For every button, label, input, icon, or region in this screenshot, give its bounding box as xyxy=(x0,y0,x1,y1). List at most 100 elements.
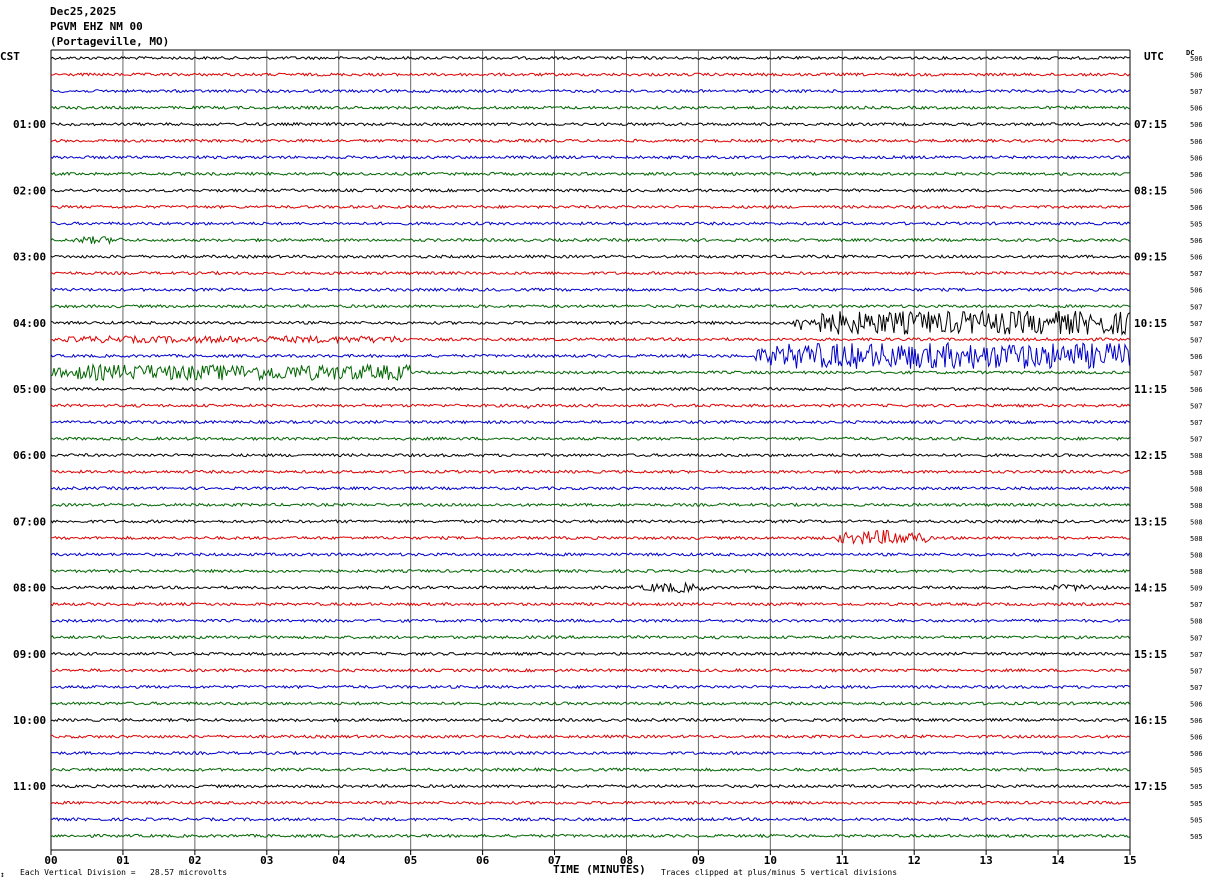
dc-offset-label: 506 xyxy=(1190,734,1203,742)
clip-note: Traces clipped at plus/minus 5 vertical … xyxy=(661,868,898,877)
trace-line-19 xyxy=(50,363,1130,382)
trace-line-15 xyxy=(50,303,1130,309)
x-tick-label: 02 xyxy=(188,854,201,867)
trace-line-26 xyxy=(50,485,1130,491)
trace-line-14 xyxy=(50,287,1130,293)
utc-hour-label: 12:15 xyxy=(1134,449,1167,462)
cst-hour-label: 04:00 xyxy=(13,317,46,330)
dc-offset-label: 507 xyxy=(1190,601,1203,609)
dc-offset-label: 508 xyxy=(1190,618,1203,626)
trace-line-24 xyxy=(50,452,1130,458)
trace-line-11 xyxy=(50,235,1130,246)
dc-offset-label: 505 xyxy=(1190,833,1203,841)
dc-offset-label: 507 xyxy=(1190,651,1203,659)
trace-line-47 xyxy=(50,833,1130,839)
dc-offset-label: 507 xyxy=(1190,369,1203,377)
header-date: Dec25,2025 xyxy=(50,5,117,18)
x-tick-label: 11 xyxy=(836,854,850,867)
cst-hour-label: 05:00 xyxy=(13,383,46,396)
x-tick-label: 00 xyxy=(44,854,57,867)
trace-line-31 xyxy=(50,568,1130,574)
x-tick-label: 08 xyxy=(620,854,633,867)
utc-hour-label: 08:15 xyxy=(1134,184,1167,197)
cst-hour-label: 11:00 xyxy=(13,780,46,793)
dc-offset-label: 507 xyxy=(1190,270,1203,278)
utc-hour-label: 07:15 xyxy=(1134,118,1167,131)
trace-line-3 xyxy=(50,105,1130,110)
dc-offset-label: 508 xyxy=(1190,552,1203,560)
dc-offset-label: 508 xyxy=(1190,535,1203,543)
trace-line-20 xyxy=(50,386,1130,392)
dc-offset-label: 506 xyxy=(1190,204,1203,212)
x-tick-label: 04 xyxy=(332,854,346,867)
trace-line-13 xyxy=(50,270,1130,276)
trace-line-22 xyxy=(50,419,1130,425)
dc-offset-label: 507 xyxy=(1190,419,1203,427)
dc-offset-label: 506 xyxy=(1190,105,1203,113)
dc-offset-label: 506 xyxy=(1190,187,1203,195)
dc-offset-label: 506 xyxy=(1190,287,1203,295)
dc-offset-label: 505 xyxy=(1190,800,1203,808)
trace-line-0 xyxy=(50,55,1130,61)
dc-offset-label: 508 xyxy=(1190,502,1203,510)
trace-line-2 xyxy=(50,88,1130,94)
dc-offset-label: 506 xyxy=(1190,138,1203,146)
dc-offset-label: 506 xyxy=(1190,717,1203,725)
x-axis-label: TIME (MINUTES) xyxy=(553,863,646,876)
trace-line-10 xyxy=(50,221,1130,226)
dc-offset-label: 508 xyxy=(1190,452,1203,460)
dc-offset-label: 506 xyxy=(1190,72,1203,80)
trace-line-43 xyxy=(50,767,1130,773)
dc-offset-label: 508 xyxy=(1190,485,1203,493)
x-tick-label: 14 xyxy=(1051,854,1065,867)
dc-offset-label: 508 xyxy=(1190,518,1203,526)
cst-hour-label: 01:00 xyxy=(13,118,46,131)
x-tick-label: 13 xyxy=(980,854,993,867)
utc-hour-label: 11:15 xyxy=(1134,383,1167,396)
dc-offset-label: 507 xyxy=(1190,336,1203,344)
trace-line-25 xyxy=(51,469,1130,475)
trace-line-32 xyxy=(50,581,1130,594)
dc-offset-label: 508 xyxy=(1190,568,1203,576)
trace-line-45 xyxy=(50,800,1130,806)
trace-line-39 xyxy=(50,701,1130,706)
trace-line-34 xyxy=(50,618,1130,623)
dc-offset-label: 507 xyxy=(1190,303,1203,311)
time-axis: 00 01 02 03 04 05 06 07 08 09 10 11 12 13 14 15 xyxy=(44,850,1137,867)
x-tick-label: 07 xyxy=(548,854,561,867)
trace-line-7 xyxy=(50,171,1130,177)
header-location: (Portageville, MO) xyxy=(50,35,170,48)
dc-offset-label: 506 xyxy=(1190,121,1203,129)
x-tick-label: 10 xyxy=(764,854,777,867)
dc-offset-label: 507 xyxy=(1190,436,1203,444)
dc-offset-label: 505 xyxy=(1190,783,1203,791)
x-tick-label: 06 xyxy=(476,854,490,867)
cst-hour-label: 07:00 xyxy=(13,515,46,528)
utc-hour-label: 14:15 xyxy=(1134,582,1167,595)
dc-offset-label: 507 xyxy=(1190,88,1203,96)
trace-line-27 xyxy=(50,502,1130,508)
x-tick-label: 12 xyxy=(908,854,921,867)
utc-hour-label: 13:15 xyxy=(1134,515,1167,528)
x-tick-label: 09 xyxy=(692,854,705,867)
utc-hour-label: 10:15 xyxy=(1134,317,1167,330)
cst-hour-label: 02:00 xyxy=(13,184,46,197)
dc-offset-label: 506 xyxy=(1190,171,1203,179)
cst-hour-label: 10:00 xyxy=(13,714,46,727)
x-tick-label: 01 xyxy=(116,854,130,867)
cst-hour-label: 08:00 xyxy=(13,582,46,595)
dc-offset-label: 507 xyxy=(1190,403,1203,411)
trace-line-37 xyxy=(50,667,1130,673)
dc-offset-label: 506 xyxy=(1190,237,1203,245)
dc-offset-label: 506 xyxy=(1190,154,1203,162)
trace-line-42 xyxy=(51,750,1130,756)
trace-line-16 xyxy=(50,309,1130,336)
dc-offset-label: 507 xyxy=(1190,320,1203,328)
trace-line-4 xyxy=(50,121,1130,127)
trace-line-23 xyxy=(50,436,1130,441)
trace-line-44 xyxy=(50,783,1130,789)
dc-offset-label: 509 xyxy=(1190,585,1203,593)
trace-line-35 xyxy=(50,634,1130,640)
header-station: PGVM EHZ NM 00 xyxy=(50,20,143,33)
